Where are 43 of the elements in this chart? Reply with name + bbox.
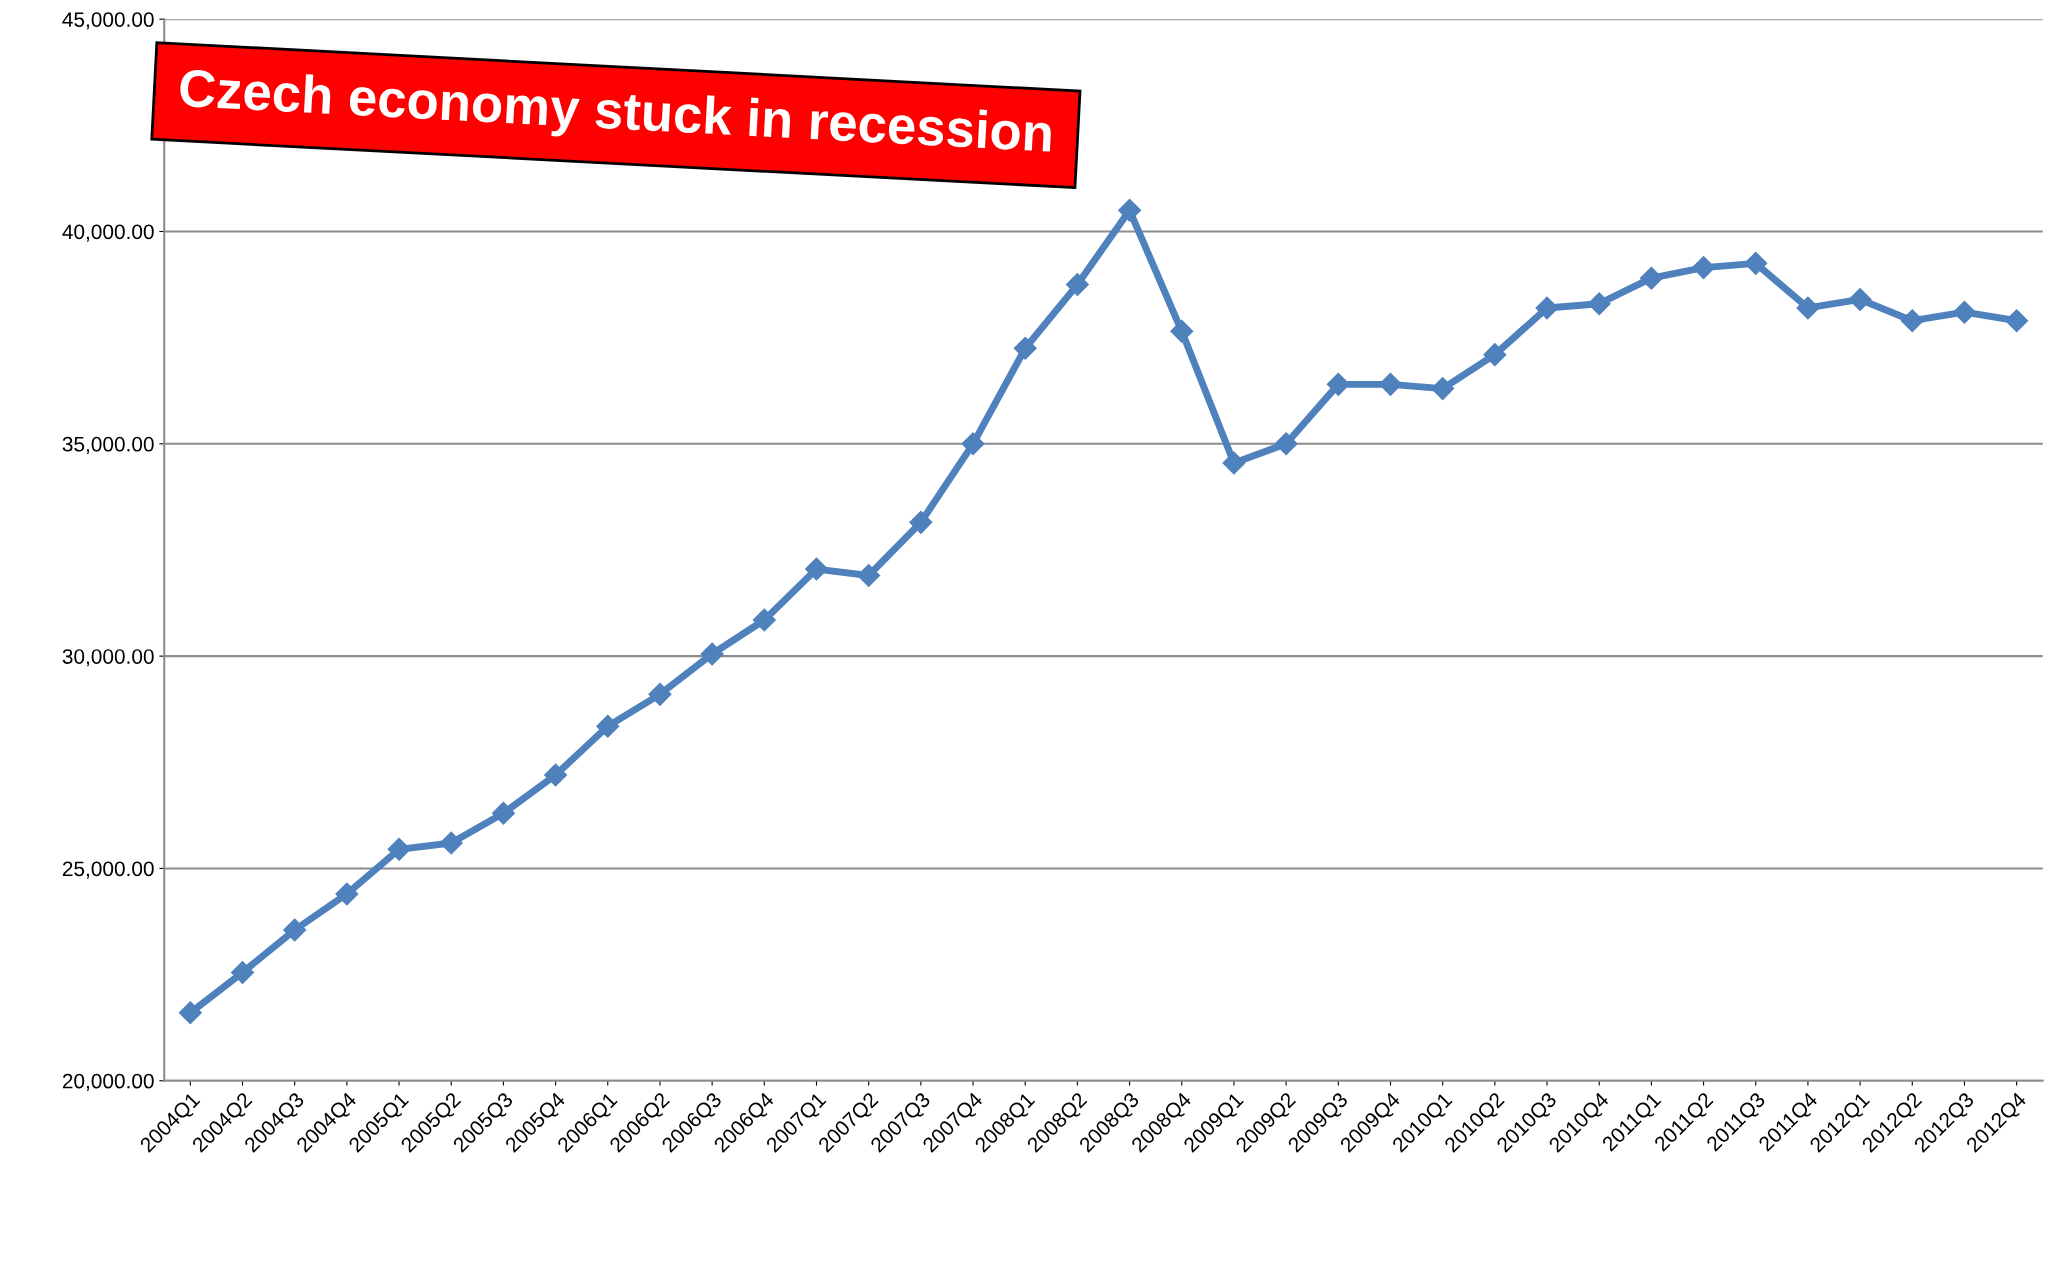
point: [1900, 309, 1924, 333]
point: [752, 608, 776, 632]
point: [1013, 336, 1037, 360]
y-tick-label: 20,000.00: [62, 1073, 154, 1091]
point: [1587, 292, 1611, 316]
point: [596, 714, 620, 738]
annotation: Czech economy stuck in recession: [178, 67, 1052, 163]
point: [1848, 287, 1872, 311]
point: [1326, 372, 1350, 396]
point: [1483, 343, 1507, 367]
point: [909, 510, 933, 534]
point: [1378, 372, 1402, 396]
point: [1692, 256, 1716, 280]
point: [1952, 300, 1976, 324]
point: [335, 882, 359, 906]
point: [178, 1001, 202, 1025]
y-tick-label: 35,000.00: [62, 436, 154, 455]
y-tick-label: 25,000.00: [62, 861, 154, 879]
point: [1118, 198, 1142, 222]
point: [1796, 296, 1820, 320]
point: [387, 837, 411, 861]
point: [1274, 432, 1298, 456]
point: [231, 960, 255, 984]
y-tick-label: 40,000.00: [62, 224, 154, 242]
point: [1222, 451, 1246, 475]
point: [491, 801, 515, 825]
point: [857, 563, 881, 587]
point: [804, 557, 828, 581]
point: [1065, 273, 1089, 297]
point: [1639, 266, 1663, 290]
point: [1744, 251, 1768, 275]
point: [283, 918, 307, 942]
y-tick-label: 30,000.00: [62, 649, 154, 667]
point: [439, 831, 463, 855]
point: [1431, 377, 1455, 401]
point: [961, 432, 985, 456]
point: [2005, 309, 2029, 333]
point: [648, 682, 672, 706]
point: [1170, 319, 1194, 343]
point: [544, 763, 568, 787]
point: [700, 642, 724, 666]
y-tick-label: 45,000.00: [62, 12, 154, 30]
point: [1535, 296, 1559, 320]
